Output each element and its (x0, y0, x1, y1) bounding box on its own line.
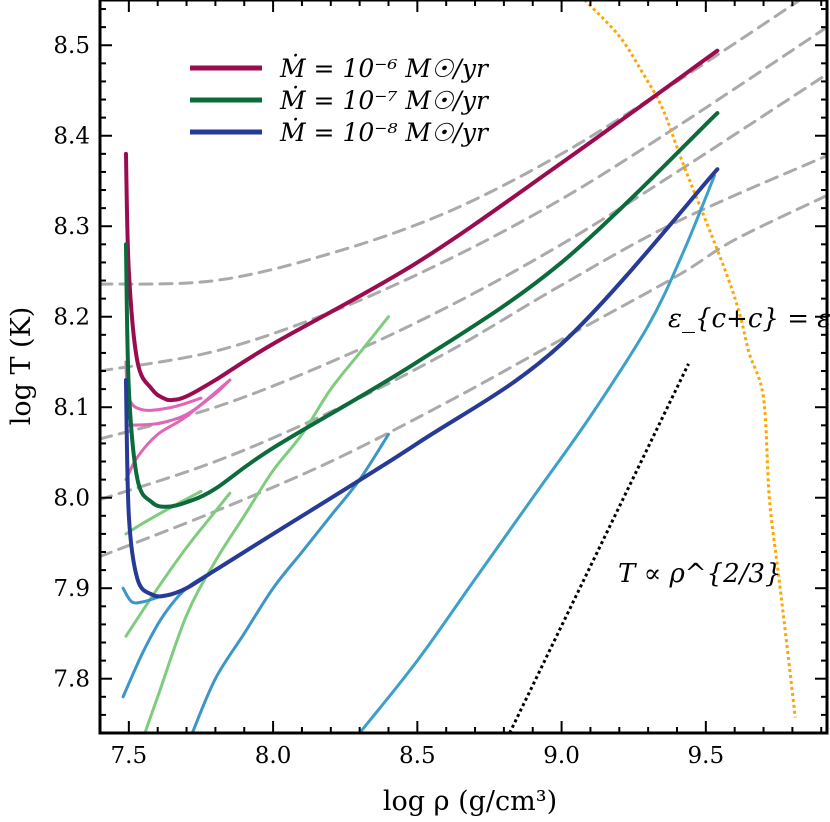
series-line-1 (100, 0, 803, 286)
series-layer (100, 0, 827, 733)
y-tick-label: 7.8 (53, 667, 90, 693)
series-line-11 (143, 315, 390, 733)
series-line-2 (100, 25, 827, 373)
legend-label-2: Ṁ = 10⁻⁷ M☉/yr (279, 86, 490, 115)
y-tick-label: 8.1 (53, 395, 90, 421)
annotation-eps-equality: ε_{c+c} = ε_ν (668, 304, 830, 334)
series-line-3 (100, 72, 827, 441)
legend: Ṁ = 10⁻⁶ M☉/yr Ṁ = 10⁻⁷ M☉/yr Ṁ = 10⁻⁸ M… (190, 54, 490, 147)
annotation-t-rho-scaling: T ∝ ρ^{2/3} (618, 559, 781, 589)
y-tick-label: 8.5 (53, 33, 90, 59)
series-line-7 (508, 363, 690, 733)
series-line-20 (123, 167, 720, 599)
x-tick-label: 8.0 (255, 743, 292, 769)
series-line-18 (123, 48, 720, 403)
x-axis-label: log ρ (g/cm³) (383, 786, 557, 817)
series-line-15 (121, 568, 217, 699)
series-line-16 (121, 586, 160, 605)
series-line-17 (358, 174, 716, 733)
series-line-12 (124, 491, 232, 638)
series-line-4 (100, 154, 827, 502)
series-line-9 (124, 378, 232, 427)
legend-label-3: Ṁ = 10⁻⁸ M☉/yr (279, 118, 490, 147)
x-tick-label: 8.5 (399, 743, 436, 769)
x-tick-label: 9.5 (688, 743, 725, 769)
y-tick-label: 8.3 (53, 214, 90, 240)
series-line-19 (123, 111, 720, 509)
legend-label-1: Ṁ = 10⁻⁶ M☉/yr (279, 54, 490, 83)
tick-layer: 7.5 8.0 8.5 9.0 9.5 7.8 7.9 8.0 8.1 8.2 8.3 8.4 8.5 (53, 0, 827, 769)
series-line-5 (100, 193, 827, 559)
series-line-13 (124, 489, 203, 536)
plot-frame (98, 0, 829, 735)
y-axis-label: log T (K) (6, 307, 37, 426)
x-tick-label: 9.0 (543, 743, 580, 769)
series-line-6 (583, 0, 797, 718)
y-tick-label: 8.4 (53, 124, 90, 150)
y-tick-label: 8.0 (53, 486, 90, 512)
y-tick-label: 8.2 (53, 305, 90, 331)
y-tick-label: 7.9 (53, 576, 90, 602)
x-tick-label: 7.5 (111, 743, 148, 769)
